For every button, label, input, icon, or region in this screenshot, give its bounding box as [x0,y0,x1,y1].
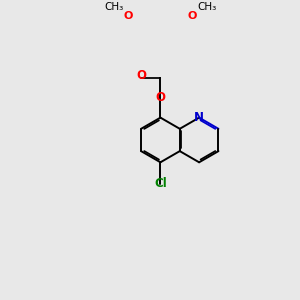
Text: CH₃: CH₃ [197,2,217,12]
Text: CH₃: CH₃ [104,2,124,12]
Text: Cl: Cl [154,177,167,190]
Text: N: N [194,111,204,124]
Text: O: O [155,91,165,103]
Text: O: O [136,69,146,82]
Text: O: O [188,11,197,21]
Text: O: O [124,11,133,21]
